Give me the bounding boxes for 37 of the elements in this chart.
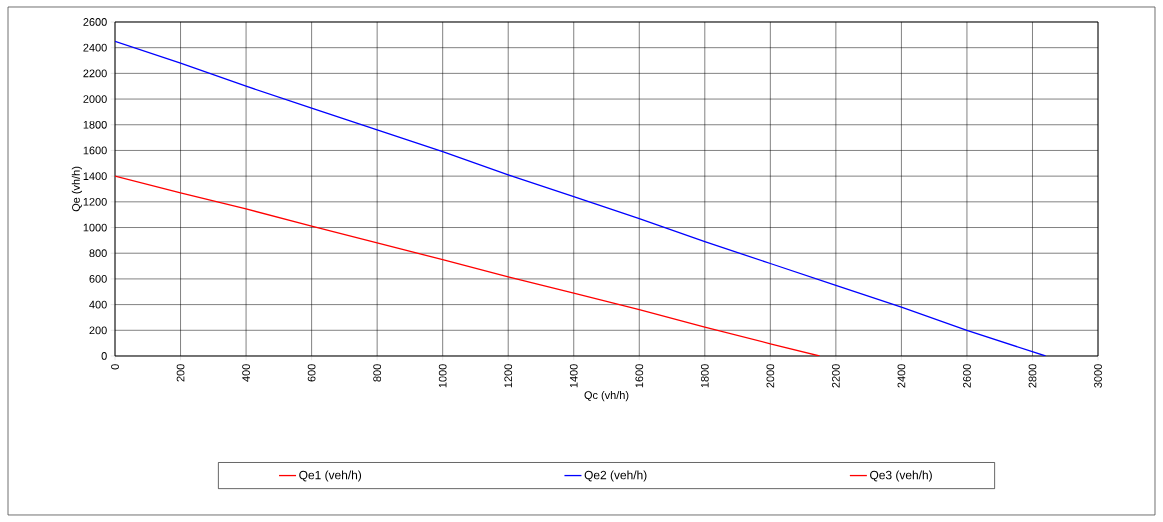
legend-label: Qe3 (veh/h) [870, 470, 932, 482]
line-series [115, 40, 1047, 356]
line-series [115, 175, 821, 356]
x-tick-label: 800 [373, 364, 382, 382]
y-tick-label: 2400 [83, 43, 107, 52]
y-tick-label: 2600 [83, 18, 107, 26]
x-tick-label: 2000 [766, 364, 775, 388]
legend-label: Qe2 (veh/h) [584, 470, 647, 482]
x-tick-label: 2800 [1028, 364, 1037, 388]
x-tick-label: 400 [242, 364, 250, 382]
y-tick-label: 1000 [83, 223, 107, 232]
x-tick-label: 1800 [700, 364, 709, 388]
x-axis-title: Qc (vh/h) [584, 390, 629, 402]
y-tick-label: 2000 [83, 95, 107, 103]
y-axis-title: Qe (vh/h) [71, 166, 83, 212]
y-tick-label: 1200 [83, 197, 107, 206]
y-tick-label: 0 [101, 352, 107, 360]
y-tick-label: 2200 [83, 69, 107, 78]
y-tick-label: 600 [89, 275, 107, 283]
x-tick-label: 2200 [832, 364, 840, 388]
y-tick-label: 400 [89, 300, 107, 309]
y-tick-label: 200 [89, 326, 107, 335]
legend-label: Qe1 (veh/h) [299, 470, 362, 482]
x-tick-label: 2600 [963, 364, 971, 388]
y-tick-label: 1400 [83, 172, 107, 181]
x-tick-label: 1600 [635, 364, 644, 388]
x-tick-label: 1000 [438, 364, 447, 388]
x-tick-label: 3000 [1094, 364, 1102, 388]
x-tick-label: 200 [176, 364, 185, 382]
x-tick-label: 600 [307, 364, 316, 382]
x-tick-label: 1400 [569, 364, 578, 388]
x-tick-label: 0 [111, 364, 119, 370]
y-tick-label: 800 [89, 249, 107, 258]
y-tick-label: 1800 [83, 120, 107, 129]
y-tick-label: 1600 [83, 146, 107, 155]
x-tick-label: 1200 [504, 364, 513, 388]
x-tick-label: 2400 [897, 364, 906, 388]
